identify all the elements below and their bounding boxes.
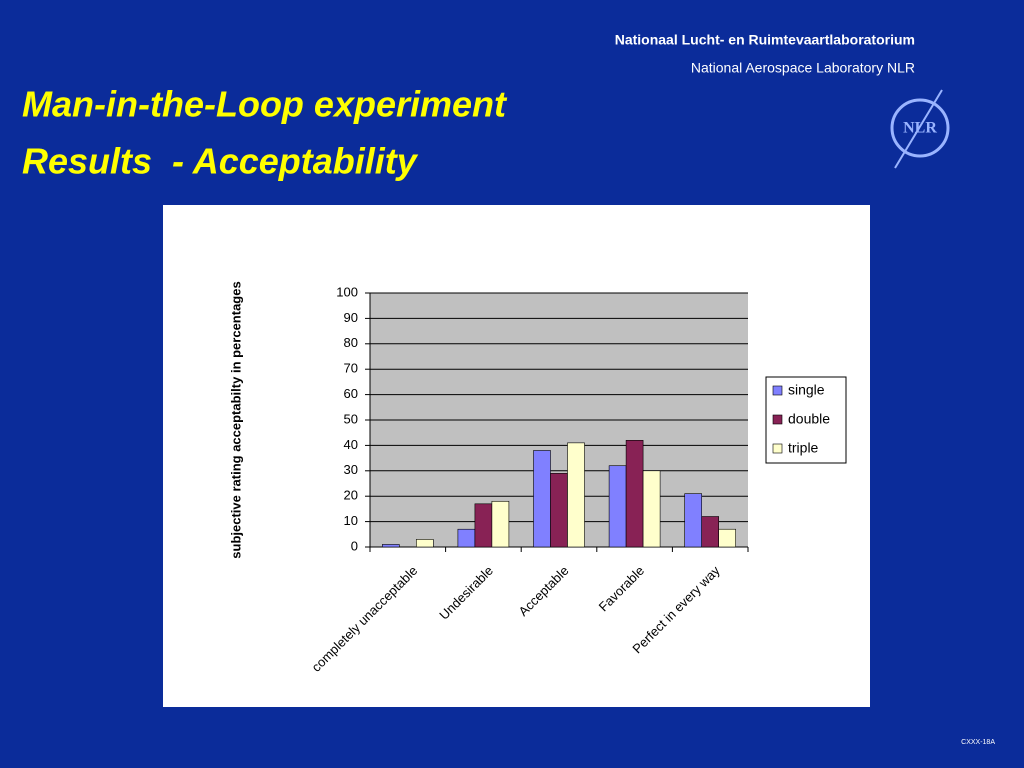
org-name: Nationaal Lucht- en Ruimtevaartlaborator… <box>615 32 915 48</box>
bar <box>567 442 585 548</box>
bar <box>608 465 627 548</box>
y-tick-label: 40 <box>344 437 358 452</box>
y-tick-label: 30 <box>344 462 358 477</box>
bar <box>491 500 510 548</box>
logo: NLR <box>890 89 950 169</box>
y-tick-label: 100 <box>336 284 358 299</box>
title-line: Results - Acceptability <box>22 141 419 182</box>
bar <box>474 503 493 548</box>
y-tick-label: 80 <box>344 335 358 350</box>
y-tick-label: 60 <box>344 386 358 401</box>
y-tick-label: 50 <box>344 411 358 426</box>
org-name-en: National Aerospace Laboratory NLR <box>691 60 915 76</box>
bar <box>642 470 661 548</box>
logo-text: NLR <box>903 120 937 137</box>
y-tick-label: 20 <box>344 488 358 503</box>
y-tick-label: 90 <box>344 310 358 325</box>
bar <box>684 493 703 548</box>
legend-label: single <box>788 382 825 398</box>
legend-swatch <box>772 414 783 425</box>
legend-swatch <box>772 385 783 396</box>
bar <box>550 473 568 548</box>
bar <box>457 528 476 548</box>
title-line: Man-in-the-Loop experiment <box>22 84 508 125</box>
bar <box>533 450 551 548</box>
y-tick-label: 0 <box>351 538 358 553</box>
footer-code: CXXX-18A <box>961 739 995 746</box>
legend-label: double <box>788 411 830 427</box>
bar <box>718 528 737 548</box>
y-tick-label: 70 <box>344 361 358 376</box>
bar <box>381 544 400 548</box>
logo-arrow <box>894 89 943 169</box>
bar <box>415 539 434 548</box>
logo-ring <box>890 98 950 158</box>
y-axis-label: subjective rating acceptabilty in percen… <box>228 281 243 558</box>
bar <box>625 440 644 548</box>
legend-swatch <box>772 443 783 454</box>
legend-label: triple <box>788 440 819 456</box>
y-tick-label: 10 <box>344 513 358 528</box>
bar <box>701 516 720 548</box>
